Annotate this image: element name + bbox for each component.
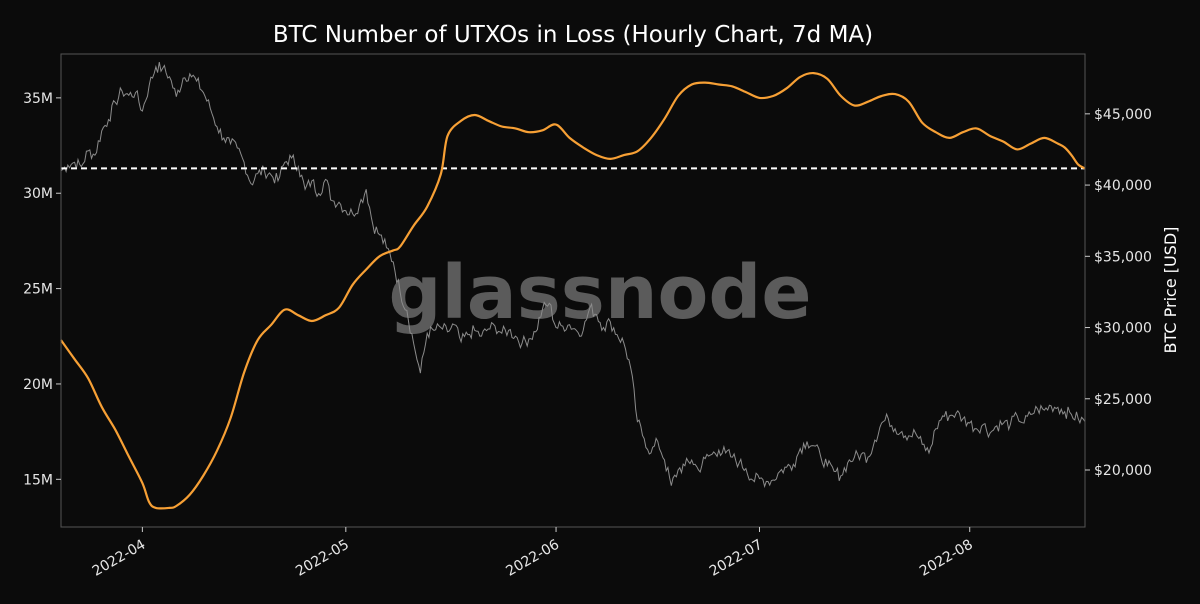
y-left-tick-label: 20M	[23, 377, 53, 393]
y-right-tick-label: $20,000	[1094, 463, 1152, 479]
y-left-tick-label: 30M	[23, 186, 53, 202]
watermark-logo: glassnode	[388, 250, 811, 336]
y-axis-right-label: BTC Price [USD]	[1161, 227, 1180, 354]
plot-area	[60, 62, 1086, 510]
y-axis-left: 15M 20M 25M 30M 35M	[23, 91, 61, 488]
btc-price-line	[60, 62, 1086, 489]
y-right-tick-label: $45,000	[1094, 107, 1152, 123]
y-right-tick-label: $35,000	[1094, 249, 1152, 265]
y-left-tick-label: 25M	[23, 282, 53, 298]
chart-title: BTC Number of UTXOs in Loss (Hourly Char…	[273, 22, 873, 48]
plot-frame	[60, 53, 1086, 528]
y-right-tick-label: $40,000	[1094, 178, 1152, 194]
y-right-tick-label: $25,000	[1094, 392, 1152, 408]
utxos-in-loss-line	[60, 71, 1086, 510]
y-left-tick-label: 15M	[23, 472, 53, 488]
y-left-tick-label: 35M	[23, 91, 53, 107]
y-right-tick-label: $30,000	[1094, 321, 1152, 337]
y-axis-right: $20,000 $25,000 $30,000 $35,000 $40,000 $45,0…	[1085, 107, 1152, 479]
